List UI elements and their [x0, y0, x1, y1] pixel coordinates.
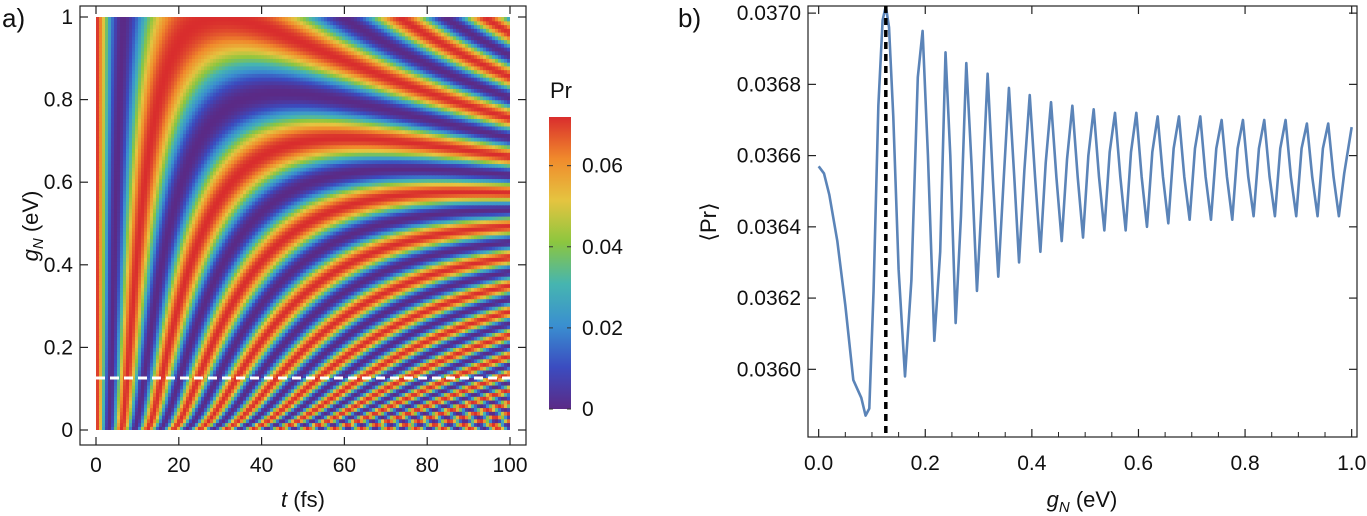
- heatmap-cell: [507, 344, 511, 348]
- heatmap-cell: [507, 419, 511, 423]
- heatmap-cell: [507, 314, 511, 318]
- heatmap-cell: [507, 306, 511, 310]
- heatmap-cell: [507, 411, 511, 415]
- heatmap-cell: [507, 362, 511, 366]
- panel-a-label: a): [2, 3, 25, 33]
- heatmap-cell: [507, 340, 511, 344]
- heatmap-cell: [507, 422, 511, 426]
- heatmap: [96, 17, 511, 431]
- heatmap-cell: [507, 295, 511, 299]
- heatmap-cell: [507, 302, 511, 306]
- heatmap-cell: [507, 310, 511, 314]
- heatmap-cell: [507, 381, 511, 385]
- heatmap-cell: [507, 389, 511, 393]
- heatmap-cell: [507, 396, 511, 400]
- heatmap-cell: [507, 321, 511, 325]
- heatmap-cell: [507, 370, 511, 374]
- heatmap-cell: [507, 404, 511, 408]
- heatmap-cell: [507, 407, 511, 411]
- heatmap-cell: [507, 317, 511, 321]
- heatmap-cell: [507, 385, 511, 389]
- heatmap-cell: [507, 400, 511, 404]
- heatmap-cell: [507, 426, 511, 430]
- heatmap-cell: [507, 332, 511, 336]
- heatmap-cell: [507, 351, 511, 355]
- heatmap-cell: [507, 366, 511, 370]
- heatmap-cell: [507, 336, 511, 340]
- heatmap-cell: [507, 392, 511, 396]
- heatmap-cell: [507, 359, 511, 363]
- heatmap-cell: [507, 415, 511, 419]
- heatmap-cell: [507, 355, 511, 359]
- heatmap-cell: [507, 325, 511, 329]
- heatmap-cell: [507, 299, 511, 303]
- heatmap-cell: [507, 329, 511, 333]
- heatmap-cell: [507, 347, 511, 351]
